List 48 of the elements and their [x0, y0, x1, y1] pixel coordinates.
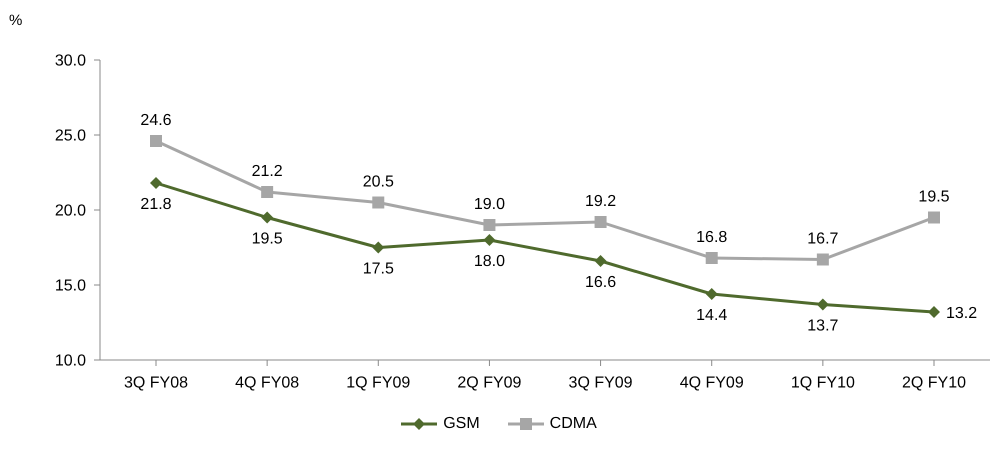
- point: [372, 242, 384, 254]
- data-label: 19.0: [474, 196, 506, 213]
- y-tick-label: 30.0: [54, 52, 86, 70]
- point: [928, 306, 940, 318]
- point: [150, 177, 162, 189]
- x-tick-label: 2Q FY09: [457, 374, 522, 392]
- data-label: 13.7: [807, 318, 839, 334]
- data-label: 21.8: [140, 196, 172, 213]
- data-label: 17.5: [362, 260, 394, 278]
- x-tick-label: 3Q FY08: [124, 374, 188, 392]
- data-label: 18.0: [474, 253, 506, 270]
- x-tick-label: 1Q FY10: [790, 374, 855, 392]
- point: [372, 196, 384, 208]
- x-tick-label: 2Q FY10: [902, 374, 966, 392]
- data-label: 16.6: [585, 274, 616, 291]
- point: [706, 252, 718, 264]
- y-axis-title: %: [9, 12, 22, 29]
- x-tick-label: 4Q FY08: [235, 374, 300, 392]
- data-label: 19.2: [585, 193, 616, 210]
- data-label: 20.5: [362, 174, 394, 190]
- x-tick-label: 4Q FY09: [680, 374, 744, 392]
- point: [483, 234, 496, 246]
- x-tick-label: 3Q FY09: [568, 374, 633, 392]
- point: [261, 212, 274, 224]
- x-tick-label: 1Q FY09: [346, 374, 410, 392]
- point: [594, 255, 607, 267]
- y-tick-label: 20.0: [54, 202, 86, 220]
- data-label: 14.4: [696, 307, 728, 324]
- legend-label: GSM: [443, 415, 480, 433]
- data-label: 19.5: [252, 230, 283, 248]
- data-label: 13.2: [946, 305, 978, 322]
- data-label: 21.2: [252, 163, 283, 180]
- point: [816, 254, 829, 266]
- data-label: 16.8: [696, 229, 728, 246]
- legend-label: CDMA: [550, 415, 597, 433]
- point: [816, 298, 829, 310]
- point: [261, 186, 274, 198]
- point: [150, 135, 162, 147]
- point: [594, 216, 607, 228]
- point: [928, 212, 940, 224]
- y-tick-label: 15.0: [54, 278, 86, 295]
- data-label: 24.6: [140, 112, 172, 129]
- point: [483, 219, 496, 231]
- data-label: 16.7: [807, 230, 839, 248]
- data-label: 19.5: [918, 188, 950, 206]
- y-tick-label: 25.0: [54, 128, 86, 145]
- y-tick-label: 10.0: [54, 352, 86, 370]
- point: [706, 288, 718, 300]
